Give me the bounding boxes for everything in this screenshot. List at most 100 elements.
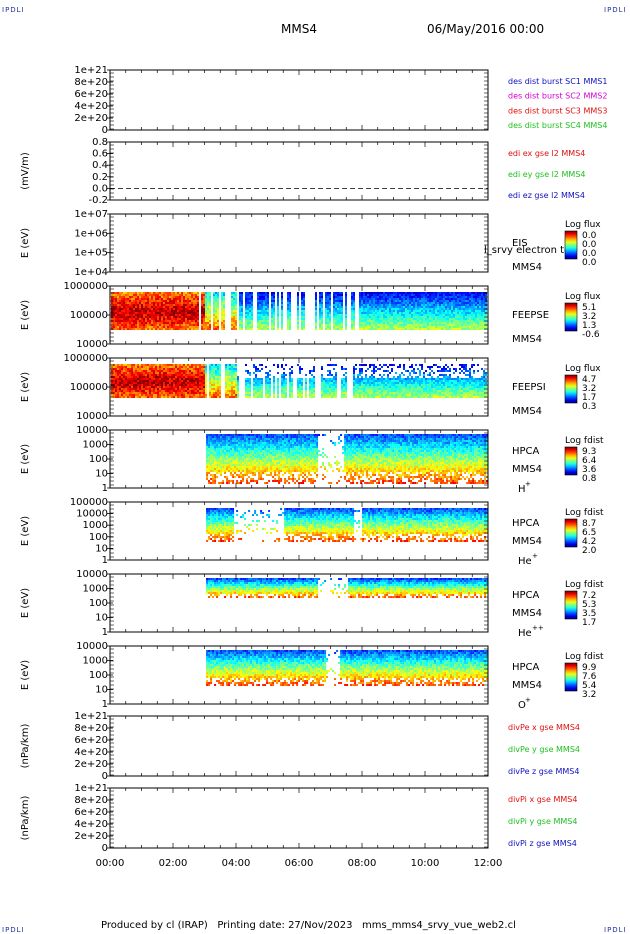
spectrogram-cell bbox=[475, 324, 477, 326]
spectrogram-cell bbox=[215, 292, 217, 294]
spectrogram-cell bbox=[471, 318, 473, 320]
corner-mark-bottom-left: IPDLI bbox=[2, 926, 25, 934]
spectrogram-cell bbox=[175, 308, 177, 310]
spectrogram-cell bbox=[181, 322, 183, 324]
spectrogram-cell bbox=[481, 312, 483, 314]
spectrogram-cell bbox=[371, 304, 373, 306]
spectrogram-cell bbox=[155, 384, 157, 386]
spectrogram-cell bbox=[369, 322, 371, 324]
spectrogram-cell bbox=[149, 326, 151, 328]
spectrogram-cell bbox=[145, 386, 147, 388]
spectrogram-cell bbox=[463, 308, 465, 310]
spectrogram-cell bbox=[157, 318, 159, 320]
spectrogram-cell bbox=[395, 310, 397, 312]
spectrogram-cell bbox=[179, 304, 181, 306]
spectrogram-cell bbox=[359, 312, 361, 314]
spectrogram-cell bbox=[445, 296, 447, 298]
spectrogram-cell bbox=[223, 310, 225, 312]
spectrogram-cell bbox=[371, 390, 373, 392]
spectrogram-cell bbox=[199, 366, 201, 368]
spectrogram-cell bbox=[363, 320, 365, 322]
spectrogram-cell bbox=[129, 302, 131, 304]
spectrogram-cell bbox=[221, 322, 223, 324]
spectrogram-cell bbox=[125, 374, 127, 376]
spectrogram-cell bbox=[161, 368, 163, 370]
spectrogram-cell bbox=[123, 320, 125, 322]
spectrogram-cell bbox=[415, 294, 417, 296]
spectrogram-cell bbox=[247, 370, 249, 372]
spectrogram-cell bbox=[201, 324, 203, 326]
spectrogram-cell bbox=[231, 364, 233, 366]
spectrogram-cell bbox=[369, 300, 371, 302]
spectrogram-cell bbox=[297, 302, 299, 304]
spectrogram-cell bbox=[177, 378, 179, 380]
spectrogram-cell bbox=[309, 370, 311, 372]
spectrogram-cell bbox=[165, 380, 167, 382]
spectrogram-cell bbox=[137, 368, 139, 370]
spectrogram-cell bbox=[339, 296, 341, 298]
spectrogram-cell bbox=[363, 306, 365, 308]
spectrogram-cell bbox=[425, 310, 427, 312]
spectrogram-cell bbox=[161, 292, 163, 294]
spectrogram-cell bbox=[327, 396, 329, 398]
spectrogram-cell bbox=[365, 380, 367, 382]
spectrogram-cell bbox=[345, 386, 347, 388]
spectrogram-cell bbox=[261, 388, 263, 390]
spectrogram-cell bbox=[231, 312, 233, 314]
spectrogram-cell bbox=[327, 292, 329, 294]
spectrogram-cell bbox=[269, 374, 271, 376]
spectrogram-cell bbox=[297, 318, 299, 320]
spectrogram-cell bbox=[417, 298, 419, 300]
spectrogram-cell bbox=[225, 384, 227, 386]
spectrogram-cell bbox=[345, 324, 347, 326]
spectrogram-cell bbox=[453, 296, 455, 298]
spectrogram-cell bbox=[291, 372, 293, 374]
spectrogram-cell bbox=[265, 376, 267, 378]
spectrogram-cell bbox=[193, 302, 195, 304]
spectrogram-cell bbox=[277, 308, 279, 310]
spectrogram-cell bbox=[157, 368, 159, 370]
spectrogram-cell bbox=[249, 396, 251, 398]
spectrogram-cell bbox=[147, 328, 149, 330]
spectrogram-cell bbox=[159, 294, 161, 296]
spectrogram-cell bbox=[437, 314, 439, 316]
spectrogram-cell bbox=[427, 304, 429, 306]
spectrogram-cell bbox=[119, 366, 121, 368]
spectrogram-cell bbox=[179, 318, 181, 320]
spectrogram-cell bbox=[121, 318, 123, 320]
spectrogram-cell bbox=[387, 300, 389, 302]
spectrogram-cell bbox=[315, 312, 317, 314]
spectrogram-cell bbox=[205, 396, 207, 398]
spectrogram-cell bbox=[147, 302, 149, 304]
spectrogram-cell bbox=[203, 308, 205, 310]
spectrogram-cell bbox=[261, 306, 263, 308]
spectrogram-cell bbox=[163, 396, 165, 398]
spectrogram-cell bbox=[361, 322, 363, 324]
spectrogram-cell bbox=[353, 308, 355, 310]
spectrogram-cell bbox=[473, 316, 475, 318]
spectrogram-cell bbox=[181, 370, 183, 372]
spectrogram-cell bbox=[305, 392, 307, 394]
spectrogram-cell bbox=[443, 296, 445, 298]
spectrogram-cell bbox=[409, 304, 411, 306]
spectrogram-cell bbox=[301, 388, 303, 390]
spectrogram-cell bbox=[153, 374, 155, 376]
spectrogram-cell bbox=[195, 296, 197, 298]
spectrogram-cell bbox=[345, 294, 347, 296]
spectrogram-cell bbox=[445, 324, 447, 326]
spectrogram-cell bbox=[467, 328, 469, 330]
spectrogram-cell bbox=[247, 326, 249, 328]
spectrogram-cell bbox=[297, 298, 299, 300]
spectrogram-cell bbox=[365, 364, 367, 366]
spectrogram-cell bbox=[333, 324, 335, 326]
spectrogram-cell bbox=[455, 314, 457, 316]
spectrogram-cell bbox=[277, 390, 279, 392]
spectrogram-cell bbox=[185, 292, 187, 294]
spectrogram-cell bbox=[151, 302, 153, 304]
spectrogram-cell bbox=[119, 300, 121, 302]
spectrogram-cell bbox=[301, 292, 303, 294]
spectrogram-cell bbox=[263, 294, 265, 296]
spectrogram-cell bbox=[437, 308, 439, 310]
spectrogram-cell bbox=[153, 322, 155, 324]
spectrogram-cell bbox=[267, 376, 269, 378]
